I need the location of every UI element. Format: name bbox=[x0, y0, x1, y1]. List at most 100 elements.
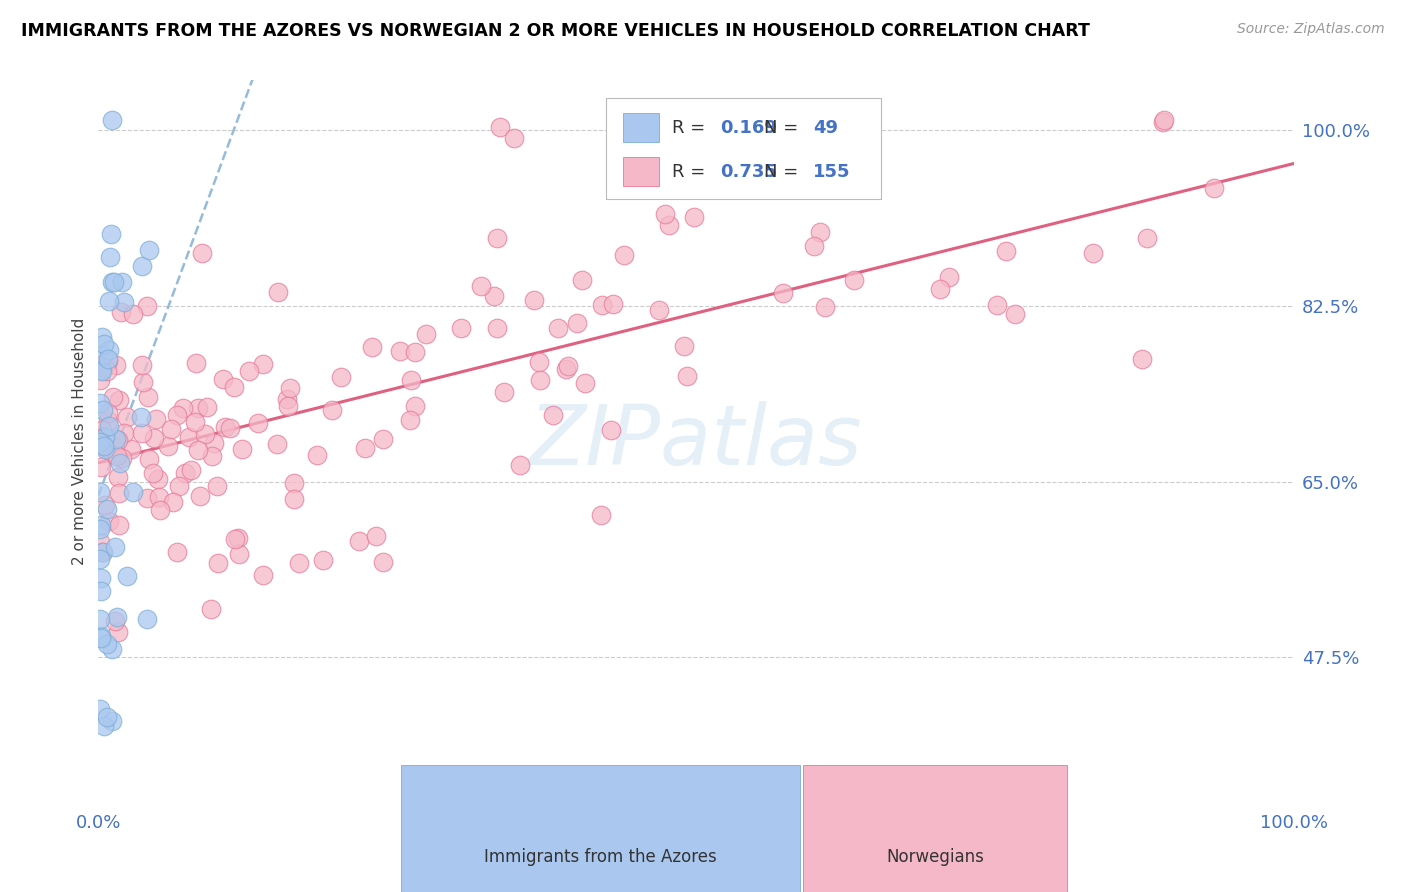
Point bbox=[600, 423, 623, 437]
Point bbox=[167, 478, 190, 492]
Point bbox=[98, 514, 121, 528]
Point bbox=[97, 418, 120, 433]
Point bbox=[224, 532, 246, 546]
FancyBboxPatch shape bbox=[606, 98, 882, 200]
Point bbox=[121, 307, 143, 321]
Point bbox=[772, 286, 794, 301]
Point bbox=[276, 392, 298, 406]
Point bbox=[89, 551, 111, 566]
Point bbox=[589, 508, 612, 522]
Point bbox=[105, 610, 128, 624]
Point bbox=[90, 629, 112, 643]
Point bbox=[107, 625, 129, 640]
Point bbox=[283, 491, 305, 506]
Point bbox=[938, 270, 960, 285]
Point bbox=[107, 434, 129, 448]
Point bbox=[97, 352, 120, 367]
Point bbox=[1202, 180, 1225, 194]
Point bbox=[159, 422, 181, 436]
Point bbox=[173, 466, 195, 480]
Point bbox=[104, 358, 127, 372]
Point bbox=[94, 440, 117, 454]
Point bbox=[89, 396, 111, 410]
Point bbox=[142, 466, 165, 480]
Point bbox=[110, 305, 132, 319]
Point bbox=[115, 409, 138, 424]
Point bbox=[90, 363, 112, 377]
Point bbox=[135, 612, 157, 626]
Point bbox=[93, 718, 115, 732]
Point bbox=[354, 441, 377, 455]
Point bbox=[103, 275, 125, 289]
Point bbox=[110, 456, 132, 470]
Point bbox=[89, 612, 111, 626]
Point bbox=[484, 289, 506, 303]
Point bbox=[108, 486, 131, 500]
Point bbox=[177, 430, 200, 444]
Point bbox=[658, 218, 681, 232]
Point bbox=[1136, 231, 1159, 245]
Point bbox=[90, 364, 112, 378]
Point bbox=[307, 448, 329, 462]
Point bbox=[107, 392, 129, 407]
Point bbox=[89, 701, 111, 715]
Point bbox=[278, 381, 301, 395]
Point bbox=[162, 495, 184, 509]
Point bbox=[200, 601, 222, 615]
Point bbox=[740, 114, 762, 128]
Point bbox=[100, 641, 122, 656]
Point bbox=[132, 375, 155, 389]
Point bbox=[103, 390, 125, 404]
Point bbox=[138, 451, 160, 466]
Point bbox=[96, 501, 118, 516]
Text: 155: 155 bbox=[813, 163, 851, 181]
Point bbox=[131, 260, 153, 274]
Point bbox=[191, 246, 214, 260]
Text: R =: R = bbox=[672, 163, 711, 181]
Point bbox=[93, 545, 115, 559]
Point bbox=[180, 463, 202, 477]
Point bbox=[267, 285, 290, 300]
Point bbox=[111, 276, 134, 290]
Point bbox=[108, 518, 131, 533]
Text: ZIPatlas: ZIPatlas bbox=[529, 401, 863, 482]
Point bbox=[555, 361, 578, 376]
Point bbox=[103, 440, 125, 454]
Point bbox=[104, 541, 127, 555]
Point bbox=[312, 552, 335, 566]
Point bbox=[222, 379, 245, 393]
Point bbox=[502, 131, 524, 145]
Point bbox=[252, 567, 274, 582]
Point bbox=[404, 345, 426, 359]
Point bbox=[89, 358, 111, 372]
Point bbox=[90, 459, 112, 474]
Point bbox=[1081, 245, 1104, 260]
Point bbox=[188, 489, 211, 503]
Point bbox=[929, 282, 952, 296]
Point bbox=[112, 425, 135, 440]
Point bbox=[509, 458, 531, 473]
Point bbox=[675, 369, 697, 384]
Point bbox=[93, 439, 115, 453]
Point bbox=[404, 399, 426, 413]
Point bbox=[288, 557, 311, 571]
Point bbox=[485, 321, 508, 335]
Point bbox=[214, 420, 236, 434]
Point bbox=[347, 533, 370, 548]
Point bbox=[986, 298, 1008, 312]
Point bbox=[803, 239, 825, 253]
Point bbox=[648, 303, 671, 318]
Point bbox=[96, 364, 118, 378]
Point bbox=[156, 439, 179, 453]
Point bbox=[166, 408, 188, 422]
Point bbox=[93, 430, 115, 444]
Point bbox=[994, 244, 1017, 258]
Point bbox=[547, 321, 569, 335]
Point bbox=[131, 358, 153, 372]
Point bbox=[231, 442, 253, 457]
Point bbox=[770, 161, 793, 175]
Point bbox=[90, 330, 112, 344]
Point bbox=[1153, 113, 1175, 128]
Point bbox=[136, 491, 159, 505]
Point bbox=[101, 276, 124, 290]
